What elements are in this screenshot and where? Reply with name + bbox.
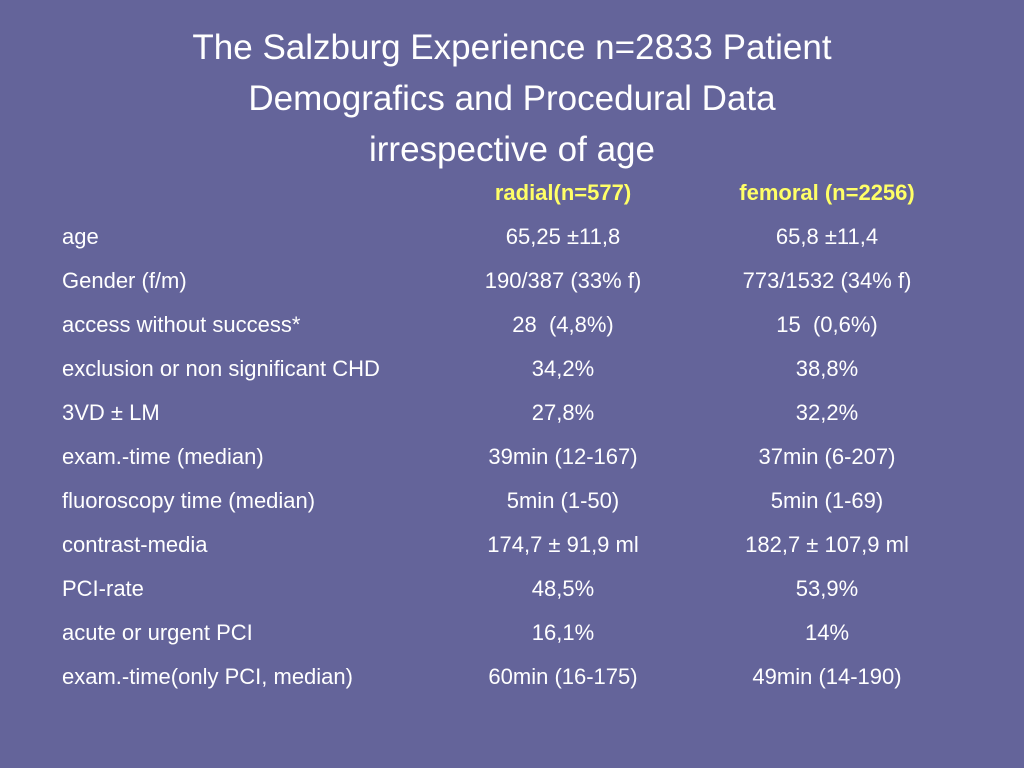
cell: 5min (1-69): [770, 487, 884, 513]
cell: 16,1%: [531, 619, 595, 645]
table-row: access without success* 28 (4,8%) 15 (0,6%…: [50, 302, 965, 346]
cell: 49min (14-190): [752, 663, 902, 689]
cell: 32,2%: [795, 399, 859, 425]
cell: 39min (12-167): [488, 443, 638, 469]
row-label: Gender (f/m): [62, 267, 187, 293]
row-label: access without success*: [62, 311, 301, 337]
cell: 27,8%: [531, 399, 595, 425]
cell: 53,9%: [795, 575, 859, 601]
table-row: PCI-rate 48,5% 53,9%: [50, 566, 965, 610]
header-row: radial(n=577) femoral (n=2256): [50, 170, 965, 214]
cell: 48,5%: [531, 575, 595, 601]
cell: 28 (4,8%): [512, 311, 614, 337]
table-row: contrast-media 174,7 ± 91,9 ml 182,7 ± 107…: [50, 522, 965, 566]
cell: 14%: [804, 619, 850, 645]
cell: 773/1532 (34% f): [742, 267, 912, 293]
row-label: fluoroscopy time (median): [62, 487, 316, 513]
cell: 65,25 ±11,8: [505, 223, 621, 249]
row-label: exam.-time (median): [62, 443, 264, 469]
table-row: 3VD ± LM 27,8% 32,2%: [50, 390, 965, 434]
table-row: acute or urgent PCI 16,1% 14%: [50, 610, 965, 654]
slide-title: The Salzburg Experience n=2833 Patient D…: [0, 22, 1024, 175]
table-row: Gender (f/m) 190/387 (33% f) 773/1532 (34%…: [50, 258, 965, 302]
table-row: age 65,25 ±11,8 65,8 ±11,4: [50, 214, 965, 258]
cell: 60min (16-175): [488, 663, 638, 689]
cell: 38,8%: [795, 355, 859, 381]
cell: 5min (1-50): [506, 487, 620, 513]
cell: 37min (6-207): [758, 443, 896, 469]
cell: 34,2%: [531, 355, 595, 381]
table-row: exam.-time (median) 39min (12-167) 37min (…: [50, 434, 965, 478]
header-spacer: [50, 170, 437, 214]
table-row: exam.-time(only PCI, median) 60min (16-17…: [50, 654, 965, 698]
title-line: irrespective of age: [369, 130, 655, 169]
row-label: PCI-rate: [62, 575, 144, 601]
cell: 190/387 (33% f): [484, 267, 642, 293]
title-line: The Salzburg Experience n=2833 Patient: [192, 28, 832, 67]
table-row: fluoroscopy time (median) 5min (1-50) 5min…: [50, 478, 965, 522]
row-label: age: [62, 223, 99, 249]
title-line: Demografics and Procedural Data: [248, 79, 776, 118]
column-header: femoral (n=2256): [739, 179, 915, 205]
cell: 65,8 ±11,4: [775, 223, 879, 249]
row-label: 3VD ± LM: [62, 399, 160, 425]
row-label: exclusion or non significant CHD: [62, 355, 380, 381]
row-label: acute or urgent PCI: [62, 619, 253, 645]
cell: 174,7 ± 91,9 ml: [487, 531, 639, 557]
row-label: exam.-time(only PCI, median): [62, 663, 353, 689]
table-row: exclusion or non significant CHD 34,2% 38,…: [50, 346, 965, 390]
data-table: radial(n=577) femoral (n=2256) age 65,25 ±1…: [50, 170, 965, 698]
cell: 15 (0,6%): [776, 311, 878, 337]
column-header: radial(n=577): [494, 179, 632, 205]
cell: 182,7 ± 107,9 ml: [745, 531, 909, 557]
row-label: contrast-media: [62, 531, 208, 557]
